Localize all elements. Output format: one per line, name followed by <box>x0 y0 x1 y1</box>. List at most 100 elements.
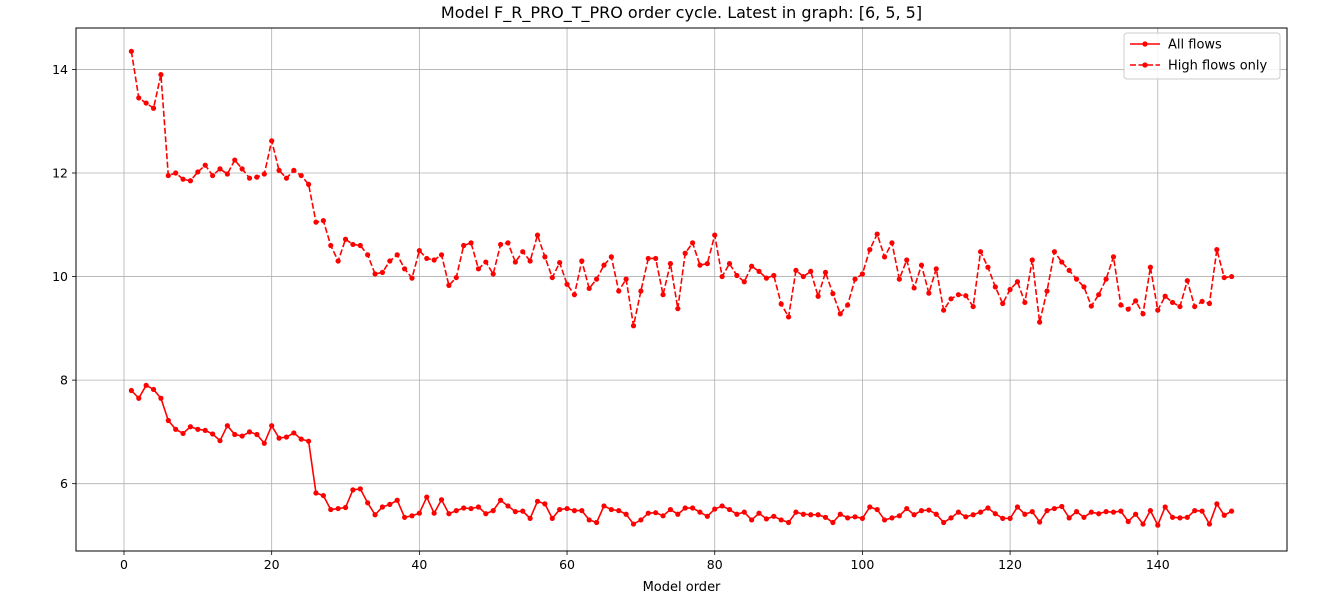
data-point-all-flows <box>859 515 866 521</box>
data-point-all-flows <box>497 497 504 503</box>
data-point-high-flows-only <box>520 249 526 255</box>
data-point-high-flows-only <box>475 266 482 272</box>
data-point-all-flows <box>269 423 275 429</box>
data-point-all-flows <box>1007 515 1013 521</box>
data-point-high-flows-only <box>446 282 452 288</box>
data-point-all-flows <box>1192 508 1198 514</box>
data-point-all-flows <box>867 504 873 510</box>
data-point-high-flows-only <box>335 258 341 264</box>
data-point-high-flows-only <box>438 252 445 258</box>
data-point-all-flows <box>1125 518 1131 525</box>
data-point-high-flows-only <box>1125 306 1131 312</box>
data-point-high-flows-only <box>808 268 814 274</box>
data-point-all-flows <box>1118 508 1124 514</box>
data-point-high-flows-only <box>483 259 489 265</box>
data-point-high-flows-only <box>401 266 408 272</box>
data-point-all-flows <box>896 513 902 519</box>
data-point-all-flows <box>785 519 792 526</box>
data-point-high-flows-only <box>623 276 629 282</box>
data-point-all-flows <box>372 512 378 518</box>
data-point-high-flows-only <box>933 266 939 272</box>
data-point-all-flows <box>601 503 607 509</box>
data-point-high-flows-only <box>778 301 784 307</box>
data-point-high-flows-only <box>387 258 393 264</box>
data-point-high-flows-only <box>143 100 149 106</box>
legend-marker-high-flows-only <box>1142 62 1148 68</box>
data-point-all-flows <box>128 387 134 394</box>
data-point-high-flows-only <box>630 323 637 329</box>
data-point-all-flows <box>1081 514 1087 520</box>
data-point-high-flows-only <box>461 242 467 249</box>
x-tick-label: 120 <box>998 557 1022 572</box>
data-point-high-flows-only <box>955 292 962 298</box>
data-point-all-flows <box>461 505 467 511</box>
data-point-all-flows <box>852 514 858 520</box>
data-point-all-flows <box>335 505 341 512</box>
data-point-high-flows-only <box>1073 276 1080 282</box>
data-point-high-flows-only <box>1118 302 1124 308</box>
x-tick-label: 80 <box>707 557 723 572</box>
data-point-all-flows <box>1110 509 1117 515</box>
data-point-high-flows-only <box>845 302 851 308</box>
data-point-high-flows-only <box>232 157 238 163</box>
data-point-high-flows-only <box>180 176 186 182</box>
data-point-all-flows <box>1059 503 1065 510</box>
data-point-high-flows-only <box>557 259 563 266</box>
data-point-high-flows-only <box>217 166 223 172</box>
data-point-all-flows <box>549 515 555 521</box>
data-point-high-flows-only <box>660 292 666 298</box>
data-point-high-flows-only <box>793 267 799 273</box>
data-point-high-flows-only <box>527 258 533 264</box>
data-point-all-flows <box>158 395 164 401</box>
data-point-all-flows <box>1000 515 1006 521</box>
data-point-high-flows-only <box>859 271 866 277</box>
data-point-high-flows-only <box>785 314 792 320</box>
data-point-all-flows <box>1206 521 1213 527</box>
data-point-high-flows-only <box>350 241 356 248</box>
data-point-all-flows <box>623 511 629 517</box>
data-point-all-flows <box>490 508 496 514</box>
data-point-all-flows <box>261 440 267 446</box>
data-point-high-flows-only <box>948 296 954 302</box>
data-point-high-flows-only <box>586 285 592 292</box>
axis-ticks: 0 20 40 60 80 100 120 140 6 8 10 12 14 <box>52 62 1170 572</box>
data-point-all-flows <box>542 501 548 507</box>
data-point-all-flows <box>963 514 969 520</box>
data-point-all-flows <box>808 512 814 518</box>
data-point-high-flows-only <box>734 272 740 279</box>
data-point-all-flows <box>534 498 541 504</box>
data-point-high-flows-only <box>645 255 651 262</box>
data-point-all-flows <box>505 503 511 509</box>
data-point-all-flows <box>712 506 718 512</box>
data-point-high-flows-only <box>224 171 230 177</box>
data-point-high-flows-only <box>926 290 932 296</box>
data-point-high-flows-only <box>697 262 703 268</box>
data-point-high-flows-only <box>1044 288 1050 294</box>
data-point-high-flows-only <box>601 262 607 268</box>
data-point-all-flows <box>1073 509 1080 515</box>
data-point-high-flows-only <box>136 95 142 101</box>
data-point-high-flows-only <box>992 284 998 290</box>
y-tick-label: 12 <box>52 165 68 180</box>
data-point-high-flows-only <box>985 264 991 270</box>
data-point-high-flows-only <box>283 175 290 181</box>
data-point-all-flows <box>1096 511 1102 517</box>
x-tick-label: 100 <box>850 557 874 572</box>
data-point-high-flows-only <box>173 170 179 176</box>
data-point-high-flows-only <box>342 236 349 242</box>
legend-label-all-flows: All flows <box>1168 38 1222 53</box>
data-point-all-flows <box>845 515 851 521</box>
data-point-all-flows <box>1184 514 1190 520</box>
data-point-high-flows-only <box>1103 276 1109 282</box>
legend-box <box>1123 32 1281 80</box>
data-point-all-flows <box>136 395 142 401</box>
data-point-high-flows-only <box>1155 307 1161 313</box>
y-tick-label: 10 <box>52 269 68 284</box>
data-point-all-flows <box>202 427 208 433</box>
data-point-all-flows <box>557 506 563 513</box>
data-point-high-flows-only <box>328 242 334 249</box>
data-point-high-flows-only <box>1066 267 1072 273</box>
data-point-all-flows <box>918 508 925 514</box>
